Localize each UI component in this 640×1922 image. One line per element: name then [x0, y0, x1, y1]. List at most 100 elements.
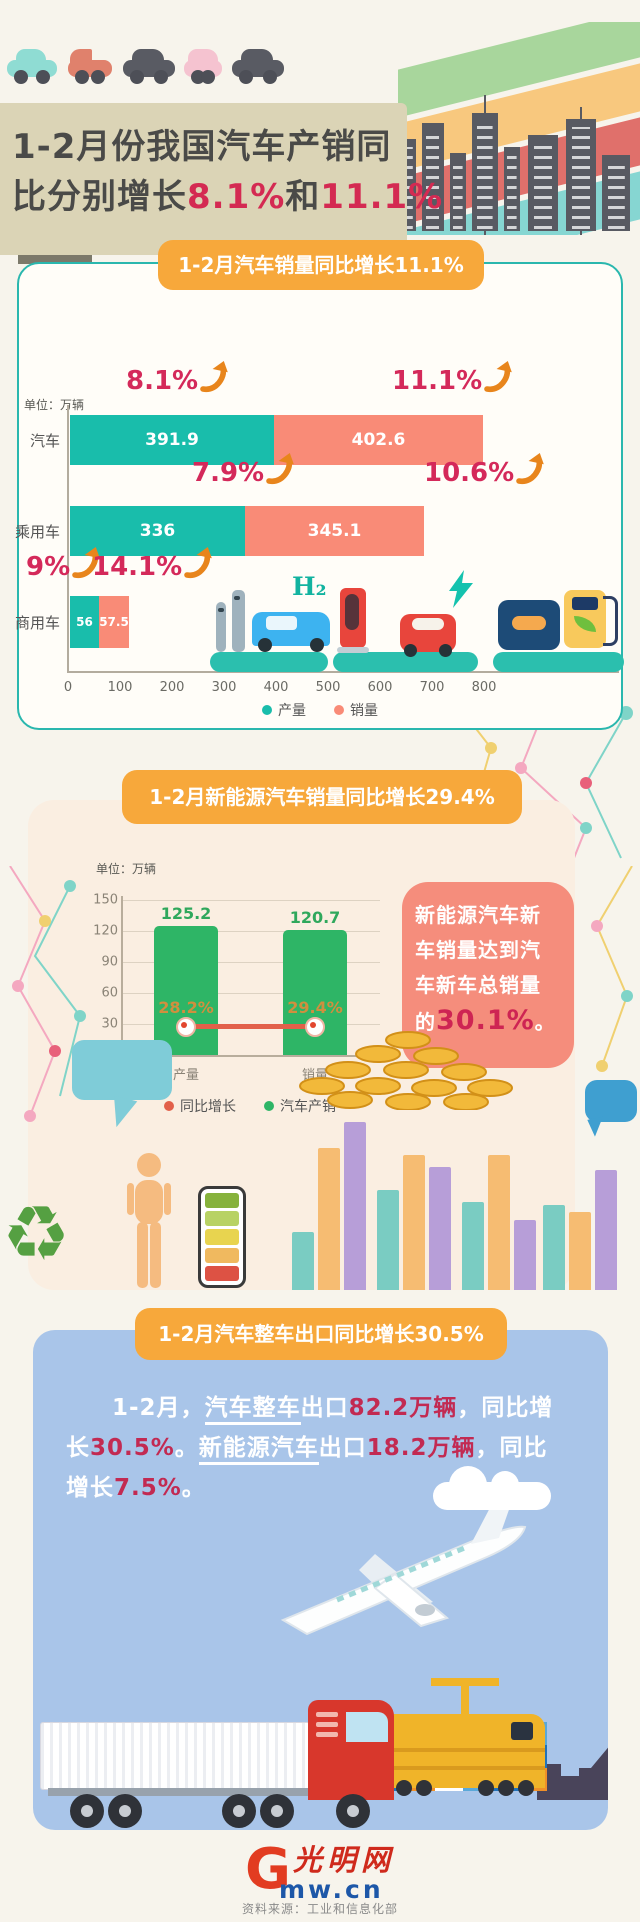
gmw-logo: G 光明网 mw.cn — [0, 1837, 640, 1902]
decorative-bar — [403, 1155, 425, 1290]
title-text: 比分别增长 — [12, 177, 187, 217]
car-wheel-icon — [36, 70, 50, 84]
building-icon — [422, 123, 444, 231]
production-bar: 56 — [70, 596, 99, 648]
legend-label: 产量 — [278, 703, 306, 719]
sales-bar: 57.5 — [99, 596, 129, 648]
train-wheel-icon — [416, 1780, 432, 1796]
gray-car-icon — [232, 44, 284, 84]
crane-icon — [461, 1678, 469, 1733]
main-title-line1: 1-2月份我国汽车产销同 — [12, 119, 391, 168]
growth-percent: 11.1% — [392, 366, 483, 396]
truck-wheel-icon — [91, 70, 105, 84]
decorative-bar — [462, 1202, 484, 1290]
truck-wheel-icon — [222, 1794, 256, 1828]
train-wheel-icon — [478, 1780, 494, 1796]
truck-wheel-icon — [70, 1794, 104, 1828]
blue-ev-car-icon — [252, 612, 330, 652]
bubble-tail — [587, 1116, 607, 1138]
decorative-bar — [569, 1212, 591, 1290]
cloud-icon — [433, 1466, 551, 1510]
car-wheel-icon — [263, 70, 277, 84]
decorative-bar — [488, 1155, 510, 1290]
x-tick-label: 500 — [315, 680, 341, 695]
growth-percent: 9% — [26, 552, 71, 582]
crane-arm — [431, 1678, 499, 1686]
logo-g-mark: G — [245, 1837, 291, 1902]
title-growth-sales: 11.1% — [320, 177, 444, 217]
sales-bar: 345.1 — [245, 506, 424, 556]
y-tick-label: 60 — [101, 985, 118, 1001]
pink-car-icon — [184, 44, 222, 84]
platform-decoration — [493, 652, 624, 672]
legend-item-growth: 同比增长 — [164, 1096, 236, 1116]
paragraph-segment: 1-2月， — [112, 1395, 205, 1421]
truck-cab — [308, 1700, 394, 1800]
gray-car-icon — [123, 44, 175, 84]
production-bar: 391.9 — [70, 415, 274, 465]
volume-dot-icon — [264, 1101, 274, 1111]
charging-post-icon — [216, 602, 226, 652]
charging-station-icon — [337, 588, 369, 653]
sales-dot-icon — [334, 705, 344, 715]
chart1-bar-row: 336 345.1 — [70, 506, 424, 556]
chart2-legend: 同比增长 汽车产销 — [0, 1096, 570, 1116]
car-windshield — [412, 618, 444, 630]
data-source-note: 资料来源：工业和信息化部 — [241, 1902, 398, 1916]
title-text: 和 — [285, 177, 321, 217]
paragraph-segment: 。 — [181, 1475, 206, 1501]
paragraph-segment: 18.2万辆 — [366, 1435, 476, 1461]
sales-value: 345.1 — [307, 521, 362, 541]
legend-item-production: 产量 — [262, 700, 306, 720]
nev-sales-value: 120.7 — [289, 908, 341, 927]
legend-label: 销量 — [350, 703, 378, 719]
x-tick-label: 0 — [63, 680, 73, 695]
chart2-unit-label: 单位：万辆 — [96, 862, 157, 876]
network-dots-decoration — [591, 866, 633, 1072]
paragraph-segment: 7.5% — [114, 1475, 182, 1501]
production-value: 336 — [139, 521, 176, 541]
up-arrow-icon — [265, 452, 297, 486]
cab-slat — [316, 1732, 338, 1737]
building-icon — [504, 147, 520, 231]
chart2-category-label: 产量 — [172, 1068, 200, 1083]
growth-line — [186, 1024, 315, 1029]
nev-production-value: 125.2 — [160, 904, 212, 923]
speech-bubble-icon — [585, 1080, 637, 1138]
building-icon — [566, 119, 596, 231]
chart1-category-label: 商用车 — [14, 614, 60, 632]
y-tick-label: 90 — [101, 954, 118, 970]
car-wheel-icon — [14, 70, 28, 84]
nev-sales-growth: 29.4% — [287, 998, 343, 1017]
legend-item-volume: 汽车产销 — [264, 1096, 336, 1116]
decorative-bar — [344, 1122, 366, 1290]
y-tick-label: 120 — [93, 923, 118, 939]
paragraph-segment: 新能源汽车 — [198, 1435, 319, 1465]
train-icon — [380, 1714, 545, 1788]
chart1-title-pill: 1-2月汽车销量同比增长11.1% — [158, 240, 484, 290]
main-title-line2: 比分别增长8.1%和11.1% — [12, 169, 443, 218]
gridline — [122, 993, 380, 994]
growth-label: 7.9% — [192, 452, 297, 486]
salmon-truck-icon — [68, 44, 112, 84]
paragraph-segment: 。 — [174, 1435, 199, 1461]
paragraph-segment: 出口 — [318, 1435, 367, 1461]
car-grille — [512, 615, 546, 630]
battery-segment — [205, 1211, 239, 1227]
chart2-x-axis — [121, 1055, 380, 1057]
battery-segment — [205, 1247, 239, 1263]
production-bar: 336 — [70, 506, 245, 556]
chart2-y-axis — [121, 896, 123, 1057]
train-wheel-icon — [498, 1780, 514, 1796]
charging-post-icon — [232, 590, 245, 652]
y-tick-label: 30 — [101, 1016, 118, 1032]
building-icon — [450, 153, 466, 231]
ship-icon — [537, 1747, 608, 1800]
callout-highlight: 30.1% — [436, 1005, 535, 1036]
cab-slat — [316, 1722, 338, 1727]
car-wheel-icon — [439, 644, 452, 657]
pump-hose — [603, 596, 618, 646]
growth-label: 10.6% — [424, 452, 547, 486]
truck-wheel-icon — [75, 70, 89, 84]
